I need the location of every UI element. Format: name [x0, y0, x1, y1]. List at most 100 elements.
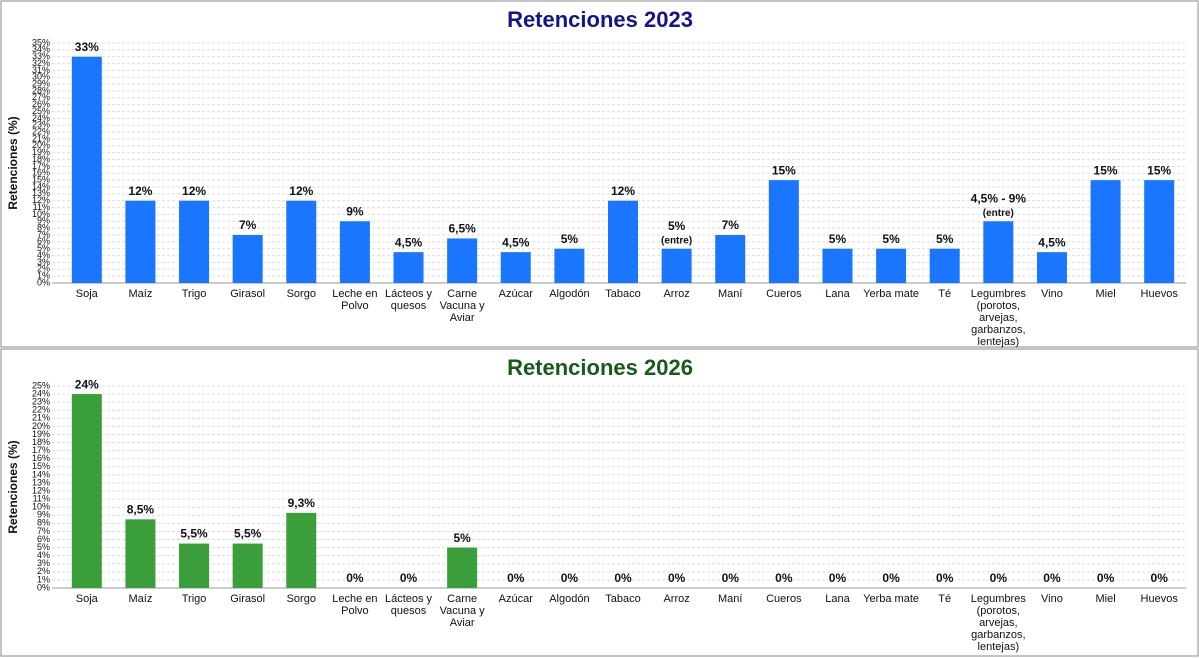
y-tick-label: 29% [32, 79, 50, 89]
x-tick-label: Legumbres (porotos, arvejas, garbanzos, … [970, 593, 1026, 653]
x-tick-label: Maíz [128, 593, 153, 605]
y-tick-label: 0% [37, 582, 50, 592]
value-label: 9% [346, 204, 364, 218]
bar [447, 547, 478, 588]
y-tick-label: 27% [32, 92, 50, 102]
value-label: 15% [1094, 163, 1118, 177]
value-label: 0% [614, 571, 632, 585]
value-label: 0% [1097, 571, 1115, 585]
y-tick-label: 5% [37, 243, 50, 253]
bar [393, 252, 424, 283]
y-tick-label: 12% [32, 195, 50, 205]
x-tick-label: Tabaco [605, 593, 641, 605]
value-label: 7% [239, 218, 257, 232]
y-tick-label: 11% [33, 202, 50, 212]
y-tick-label: 20% [32, 140, 50, 150]
y-tick-label: 25% [32, 380, 50, 390]
y-tick-label: 35% [32, 37, 50, 47]
y-tick-label: 1% [37, 271, 50, 281]
y-tick-label: 8% [37, 223, 50, 233]
x-tick-label: Carne Vacuna y Aviar [439, 288, 485, 324]
y-tick-label: 6% [37, 236, 50, 246]
value-label: 0% [829, 571, 847, 585]
value-label: 15% [1147, 163, 1171, 177]
panel-frame [0, 0, 1199, 348]
y-tick-label: 7% [37, 526, 50, 536]
value-label: 0% [507, 571, 525, 585]
bar [608, 200, 638, 283]
y-tick-label: 17% [32, 161, 50, 171]
bar [286, 512, 317, 588]
x-tick-label: Maíz [128, 288, 153, 300]
y-tick-label: 3% [37, 558, 50, 568]
value-label: 12% [289, 184, 313, 198]
x-tick-label: Cueros [766, 593, 802, 605]
y-tick-label: 13% [32, 477, 50, 487]
x-tick-label: Lana [825, 288, 850, 300]
bar [1090, 180, 1121, 283]
x-tick-label: Té [938, 593, 952, 605]
x-tick-label: Vino [1041, 288, 1063, 300]
x-tick-label: Yerba mate [863, 593, 920, 605]
value-label: 8,5% [127, 502, 155, 516]
x-tick-label: Girasol [230, 593, 266, 605]
value-label: 5% [453, 531, 471, 545]
bar [125, 200, 156, 283]
y-tick-label: 19% [32, 429, 50, 439]
value-label: 0% [936, 571, 954, 585]
x-tick-label: Maní [718, 288, 743, 300]
x-tick-label: Sorgo [286, 288, 316, 300]
value-label: 5,5% [234, 527, 262, 541]
x-tick-label: Arroz [663, 593, 690, 605]
y-tick-label: 33% [32, 51, 50, 61]
y-tick-label: 32% [32, 58, 50, 68]
y-tick-label: 4% [37, 550, 50, 560]
x-tick-label: Té [938, 288, 952, 300]
x-tick-label: Soja [75, 288, 98, 300]
y-tick-label: 12% [32, 485, 50, 495]
y-tick-label: 15% [32, 175, 50, 185]
x-tick-label: Cueros [766, 288, 802, 300]
y-tick-label: 1% [37, 574, 50, 584]
x-tick-label: Huevos [1140, 593, 1178, 605]
x-tick-label: Trigo [181, 593, 207, 605]
y-tick-label: 24% [32, 113, 50, 123]
y-tick-label: 14% [32, 181, 50, 191]
chart-title: Retenciones 2023 [507, 7, 693, 32]
y-tick-label: 2% [37, 566, 50, 576]
y-tick-label: 13% [32, 188, 50, 198]
x-tick-label: Sorgo [286, 593, 316, 605]
value-label: 24% [75, 377, 99, 391]
x-tick-label: Huevos [1140, 288, 1178, 300]
y-tick-label: 26% [32, 99, 50, 109]
value-label: 5,5% [180, 527, 208, 541]
y-tick-label: 23% [32, 397, 50, 407]
x-tick-label: Azúcar [498, 593, 533, 605]
bar [232, 235, 263, 283]
value-label: 6,5% [448, 222, 476, 236]
value-label: 33% [75, 40, 99, 54]
y-tick-label: 18% [32, 154, 50, 164]
bar [447, 238, 478, 283]
value-label: 0% [990, 571, 1008, 585]
x-tick-label: Tabaco [605, 288, 641, 300]
x-tick-label: Maní [718, 593, 743, 605]
y-tick-label: 10% [32, 502, 50, 512]
x-tick-label: Algodón [549, 593, 590, 605]
value-label: 5% [561, 232, 579, 246]
y-tick-label: 16% [32, 453, 50, 463]
bar [1036, 252, 1067, 283]
y-tick-label: 21% [32, 133, 50, 143]
x-tick-label: Soja [75, 593, 98, 605]
value-label: 12% [611, 184, 635, 198]
x-tick-label: Lana [825, 593, 850, 605]
bar [232, 543, 263, 588]
y-tick-label: 2% [37, 264, 50, 274]
value-label: 7% [722, 218, 740, 232]
value-label: 5% [936, 232, 954, 246]
value-label: 5% [829, 232, 847, 246]
bar [715, 235, 746, 283]
y-tick-label: 30% [32, 72, 50, 82]
y-tick-label: 25% [32, 106, 50, 116]
bar [983, 221, 1014, 283]
